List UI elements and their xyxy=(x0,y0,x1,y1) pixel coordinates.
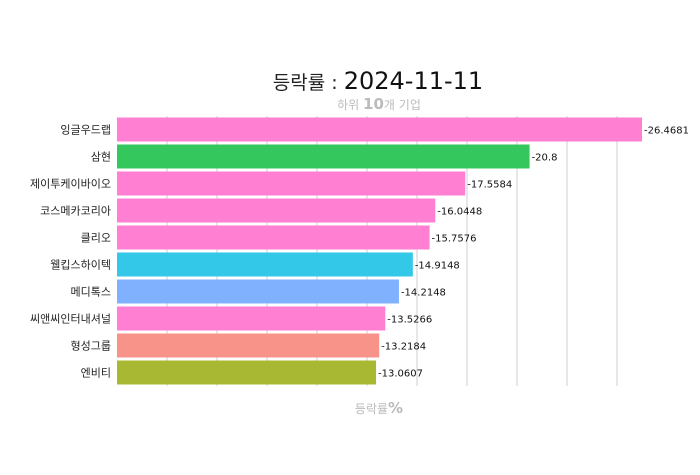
bar xyxy=(117,171,466,196)
value-label: -13.5266 xyxy=(387,315,432,326)
title-date: 2024-11-11 xyxy=(344,67,483,95)
value-label: -26.4681 xyxy=(644,126,689,137)
value-label: -14.9148 xyxy=(415,261,460,272)
bar xyxy=(117,144,530,169)
bar xyxy=(117,333,380,358)
bars xyxy=(117,117,642,385)
bar xyxy=(117,252,413,277)
chart-subtitle: 하위 10개 기업 xyxy=(337,95,421,113)
category-label: 형성그룹 xyxy=(71,340,111,353)
bar xyxy=(117,279,399,304)
bar xyxy=(117,306,386,331)
xlabel-text: 등락률 xyxy=(355,402,388,416)
category-label: 클리오 xyxy=(81,232,111,245)
category-label: 엔비티 xyxy=(81,367,111,380)
value-label: -15.7576 xyxy=(432,234,477,245)
category-labels: 잉글우드랩삼현제이투케이바이오코스메카코리아클리오웰킵스하이텍메디톡스씨앤씨인터… xyxy=(30,124,111,380)
value-label: -16.0448 xyxy=(437,207,482,218)
value-labels: -26.4681 -20.8 -17.5584 -16.0448 -15.7576 -14… xyxy=(378,126,689,380)
x-axis-label: 등락률% xyxy=(355,399,403,417)
value-label: -14.2148 xyxy=(401,288,446,299)
bar xyxy=(117,225,430,250)
bar xyxy=(117,198,436,223)
subtitle-count: 10 xyxy=(363,95,384,113)
category-label: 삼현 xyxy=(91,151,111,164)
chart-title: 등락률 : 2024-11-11 xyxy=(273,67,483,95)
subtitle-suffix: 개 기업 xyxy=(384,98,421,112)
category-label: 씨앤씨인터내셔널 xyxy=(30,313,111,326)
bar xyxy=(117,360,377,385)
value-label: -13.2184 xyxy=(381,342,426,353)
category-label: 메디톡스 xyxy=(71,286,111,299)
xlabel-unit: % xyxy=(388,399,403,417)
subtitle-prefix: 하위 xyxy=(337,98,363,112)
category-label: 잉글우드랩 xyxy=(60,124,111,137)
value-label: -13.0607 xyxy=(378,369,423,380)
category-label: 웰킵스하이텍 xyxy=(50,258,111,272)
value-label: -20.8 xyxy=(532,153,558,164)
bar xyxy=(117,117,642,142)
category-label: 제이투케이바이오 xyxy=(30,178,111,191)
category-label: 코스메카코리아 xyxy=(40,205,111,218)
title-prefix: 등락률 : xyxy=(273,72,344,94)
value-label: -17.5584 xyxy=(467,180,512,191)
